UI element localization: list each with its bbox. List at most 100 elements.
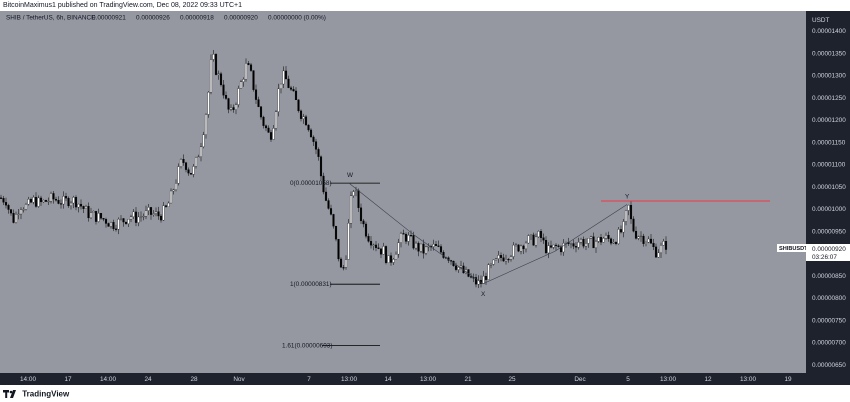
- candle: [624, 209, 628, 226]
- candle-body: [539, 231, 543, 238]
- candle: [132, 209, 135, 220]
- candle: [39, 195, 43, 206]
- candle-body: [9, 209, 13, 214]
- candle: [637, 235, 640, 241]
- candle: [657, 249, 660, 258]
- candle-body: [302, 116, 305, 119]
- candle: [322, 172, 325, 195]
- candle: [489, 262, 493, 269]
- candle: [242, 77, 245, 87]
- candle-body: [184, 162, 188, 170]
- candle: [254, 84, 258, 104]
- candle-body: [459, 265, 463, 268]
- time-tick-label: 13:00: [420, 376, 436, 383]
- candle-body: [587, 237, 590, 244]
- candle-body: [12, 212, 15, 223]
- candle: [487, 263, 490, 280]
- candle-body: [417, 242, 420, 252]
- candle: [499, 252, 503, 262]
- candle-body: [414, 242, 418, 249]
- candle-body: [634, 230, 638, 239]
- candle: [614, 241, 618, 246]
- candle-body: [609, 238, 613, 244]
- candle: [627, 204, 630, 216]
- candle: [137, 212, 140, 227]
- candle: [629, 201, 633, 224]
- candle-body: [62, 196, 65, 205]
- wxy-path[interactable]: [348, 182, 628, 285]
- candle-body: [624, 210, 628, 222]
- candle-body: [619, 229, 623, 233]
- candle-body: [132, 211, 135, 217]
- candle: [394, 251, 398, 260]
- candle: [197, 154, 200, 158]
- candle: [112, 219, 115, 232]
- candle-body: [627, 204, 630, 211]
- chart-drawings[interactable]: 0(0.00001058) 1(0.00000831) 1.61(0.0000069…: [282, 172, 770, 350]
- price-tick-label: 0.00001150: [812, 139, 846, 146]
- candle-body: [657, 252, 660, 258]
- candle: [282, 66, 285, 89]
- ohlc-open-value: 0.00000921: [92, 15, 126, 22]
- candle-body: [172, 189, 175, 192]
- candle-body: [377, 247, 380, 249]
- candle: [477, 275, 480, 289]
- candle-body: [394, 253, 398, 260]
- candle: [349, 191, 353, 229]
- candle-body: [94, 211, 98, 222]
- candle: [647, 236, 650, 244]
- candle: [57, 196, 60, 205]
- candle-body: [187, 169, 190, 174]
- candle-body: [442, 252, 445, 258]
- candle: [189, 172, 193, 175]
- candle-body: [572, 243, 575, 247]
- time-tick-label: 13:00: [740, 376, 756, 383]
- candle-body: [267, 127, 270, 133]
- candle-body: [169, 190, 173, 204]
- candle: [334, 225, 338, 242]
- candle: [74, 195, 78, 211]
- candle: [474, 273, 478, 288]
- candle: [147, 203, 150, 216]
- candle: [244, 58, 248, 82]
- candle: [509, 254, 513, 262]
- candle: [84, 204, 88, 209]
- candle: [342, 265, 345, 271]
- price-tick-label: 0.00000650: [812, 362, 846, 369]
- candle-body: [559, 246, 563, 253]
- candle-body: [234, 104, 238, 110]
- candle: [427, 243, 430, 252]
- candle-body: [272, 128, 275, 140]
- candle-body: [334, 226, 338, 240]
- candle-body: [14, 214, 18, 223]
- time-tick-label: 25: [508, 376, 516, 383]
- candle-body: [247, 63, 250, 65]
- wave-label: Y: [625, 194, 630, 201]
- candle: [552, 244, 555, 250]
- candle-body: [154, 211, 158, 214]
- candle-body: [179, 159, 183, 167]
- candle-body: [644, 241, 648, 244]
- candle: [289, 85, 293, 91]
- candle-body: [642, 235, 645, 244]
- candle-body: [434, 244, 438, 246]
- candle-body: [542, 237, 545, 241]
- price-tick-label: 0.00001300: [812, 73, 846, 80]
- candle-body: [519, 245, 523, 252]
- candle-body: [194, 157, 198, 167]
- price-chart[interactable]: SHIB / TetherUS, 6h, BINANCE 0.00000921 …: [0, 11, 850, 385]
- candle-body: [262, 116, 265, 126]
- candle-body: [622, 221, 625, 233]
- candle-body: [39, 197, 43, 203]
- candle: [589, 235, 593, 239]
- candle-body: [317, 149, 320, 157]
- symbol-tag: SHIBUSDT: [779, 246, 808, 252]
- candle-body: [584, 243, 588, 247]
- candle: [457, 266, 460, 273]
- candle-body: [352, 191, 355, 196]
- candle: [564, 241, 568, 248]
- candle-body: [397, 242, 400, 255]
- candle-body: [67, 198, 70, 207]
- candle: [582, 236, 585, 249]
- candle-body: [117, 219, 120, 230]
